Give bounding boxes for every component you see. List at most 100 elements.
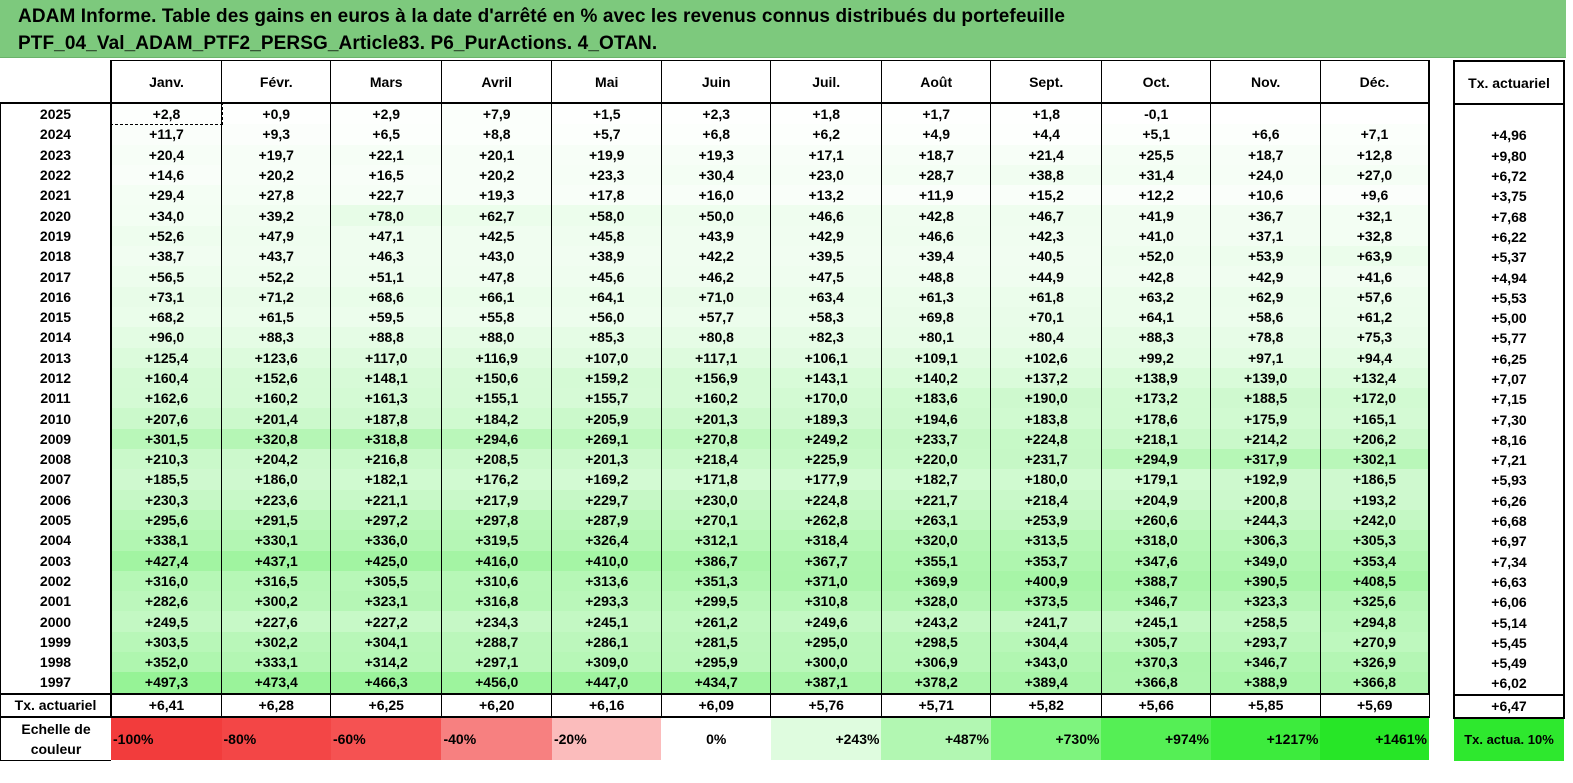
gain-cell: +107,0: [551, 347, 662, 368]
gain-cell: +184,2: [440, 408, 553, 429]
gain-cell: +19,9: [551, 144, 662, 165]
gain-cell: +75,3: [1319, 327, 1430, 348]
gain-cell: +176,2: [440, 469, 553, 490]
gain-cell: +291,5: [220, 509, 332, 531]
footer-rate-cell: +5,82: [990, 692, 1102, 718]
gain-cell: +50,0: [660, 205, 772, 226]
rate-row: +7,68: [1453, 206, 1565, 227]
footer-rate-cell: +6,28: [220, 692, 332, 718]
table-row: 2022 +14,6 +20,2 +16,5 +20,2 +23,3 +30,4 +23,0 +…: [0, 164, 1430, 186]
gain-cell: +346,7: [1210, 652, 1321, 673]
gain-cell: +161,3: [330, 388, 442, 409]
gain-cell: +366,8: [1319, 672, 1430, 694]
gain-cell: +270,1: [660, 509, 772, 531]
footer-rate-cell: +6,09: [660, 692, 772, 718]
rate-cell: +7,15: [1453, 389, 1565, 410]
rate-cell: +5,49: [1453, 653, 1565, 674]
gain-cell: +44,9: [990, 266, 1102, 287]
gain-cell: +106,1: [770, 347, 882, 368]
gain-cell: +205,9: [551, 408, 662, 429]
gain-cell: +46,2: [660, 266, 772, 287]
gain-cell: +36,7: [1210, 205, 1321, 226]
rate-row: +5,53: [1453, 287, 1565, 308]
gain-cell: +28,7: [880, 164, 992, 186]
gain-cell: +218,1: [1100, 428, 1212, 450]
gain-cell: +137,2: [990, 367, 1102, 389]
gain-cell: +249,5: [110, 611, 222, 632]
report-title-line1: ADAM Informe. Table des gains en euros à…: [18, 6, 1066, 27]
gain-cell: +40,5: [990, 246, 1102, 267]
gain-cell: +306,9: [880, 652, 992, 673]
year-cell: 2019: [0, 225, 112, 247]
rate-cell: +6,72: [1453, 165, 1565, 187]
gain-cell: +42,8: [1100, 266, 1212, 287]
gain-cell: +427,4: [110, 550, 222, 571]
year-cell: 2015: [0, 306, 112, 328]
table-row: 2017 +56,5 +52,2 +51,1 +47,8 +45,6 +46,2 +47,5 +…: [0, 266, 1430, 287]
gain-cell: +302,1: [1319, 449, 1430, 470]
color-scale-label: Echelle de couleur: [0, 716, 111, 761]
gain-cell: +270,8: [660, 428, 772, 450]
gain-cell: +38,8: [990, 164, 1102, 186]
gain-cell: +56,5: [110, 266, 222, 287]
gain-cell: +249,6: [770, 611, 882, 632]
gain-cell: +204,9: [1100, 489, 1212, 510]
gain-cell: +55,8: [440, 306, 553, 328]
gain-cell: +138,9: [1100, 367, 1212, 389]
gain-cell: +42,9: [770, 225, 882, 247]
gain-cell: +165,1: [1319, 408, 1430, 429]
gain-cell: +201,3: [551, 449, 662, 470]
gain-cell: +19,3: [440, 185, 553, 206]
gain-cell: +316,0: [110, 570, 222, 592]
gain-cell: +160,2: [660, 388, 772, 409]
gain-cell: +42,3: [990, 225, 1102, 247]
gain-cell: +349,0: [1210, 550, 1321, 571]
footer-rate-row: +6,47: [1453, 693, 1565, 719]
gain-cell: +159,2: [551, 367, 662, 389]
gain-cell: +456,0: [440, 672, 553, 694]
year-cell: 2012: [0, 367, 112, 389]
gain-cell: +314,2: [330, 652, 442, 673]
rate-row: +6,72: [1453, 165, 1565, 187]
rate-row: +7,30: [1453, 409, 1565, 430]
gain-cell: +234,3: [440, 611, 553, 632]
gain-cell: +305,3: [1319, 530, 1430, 551]
gain-cell: +210,3: [110, 449, 222, 470]
table-row: 2020 +34,0 +39,2 +78,0 +62,7 +58,0 +50,0 +46,6 +…: [0, 205, 1430, 226]
gain-cell: +223,6: [220, 489, 332, 510]
gain-cell: +156,9: [660, 367, 772, 389]
rate-row: +7,34: [1453, 551, 1565, 572]
gain-cell: +338,1: [110, 530, 222, 551]
gain-cell: +297,2: [330, 509, 442, 531]
gain-cell: +37,1: [1210, 225, 1321, 247]
gain-cell: +328,0: [880, 591, 992, 612]
gain-cell: +330,1: [220, 530, 332, 551]
gain-cell: +62,9: [1210, 286, 1321, 307]
gain-cell: +313,6: [551, 570, 662, 592]
year-cell: 2006: [0, 489, 112, 510]
gain-cell: +68,6: [330, 286, 442, 307]
gain-cell: +244,3: [1210, 509, 1321, 531]
gain-cell: +102,6: [990, 347, 1102, 368]
gain-cell: +201,4: [220, 408, 332, 429]
gain-cell: +306,3: [1210, 530, 1321, 551]
rate-cell: +3,75: [1453, 186, 1565, 207]
month-header-1: Janv.: [110, 60, 222, 104]
gain-cell: +61,3: [880, 286, 992, 307]
footer-rate-cell: +5,76: [770, 692, 882, 718]
gain-cell: +293,3: [551, 591, 662, 612]
gain-cell: +71,0: [660, 286, 772, 307]
gain-cell: +386,7: [660, 550, 772, 571]
month-header-2: Févr.: [220, 60, 332, 104]
year-cell: 2007: [0, 469, 112, 490]
rate-cell: +7,07: [1453, 368, 1565, 390]
table-row: 1998 +352,0 +333,1 +314,2 +297,1 +309,0 +295,9…: [0, 652, 1430, 673]
gain-cell: +366,8: [1100, 672, 1212, 694]
gain-cell: +41,9: [1100, 205, 1212, 226]
gain-cell: +38,9: [551, 246, 662, 267]
report-title-line2: PTF_04_Val_ADAM_PTF2_PERSG_Article83. P6…: [18, 33, 658, 54]
gain-cell: +175,9: [1210, 408, 1321, 429]
gain-cell: +207,6: [110, 408, 222, 429]
gain-cell: +58,6: [1210, 306, 1321, 328]
rate-row: +5,37: [1453, 247, 1565, 268]
